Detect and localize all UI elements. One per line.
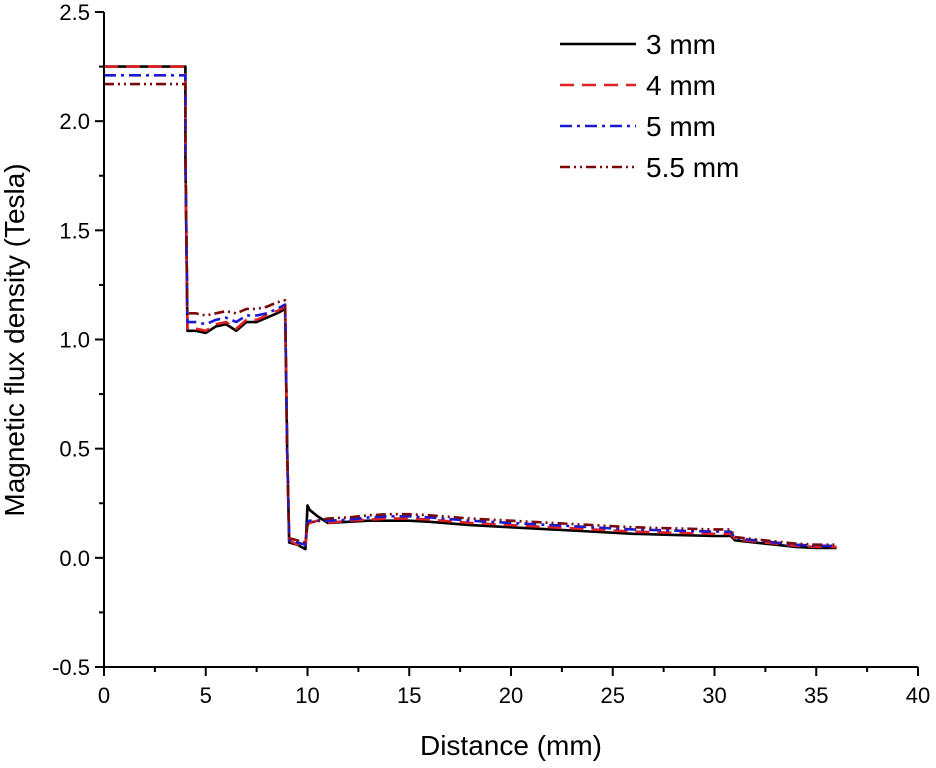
y-tick-label: 1.5	[59, 218, 90, 243]
x-axis-title: Distance (mm)	[420, 730, 602, 761]
series-layer	[104, 65, 837, 551]
y-tick-label: -0.5	[52, 655, 90, 680]
legend-label-2: 4 mm	[646, 70, 716, 101]
series-line-1	[104, 65, 837, 551]
x-tick-label: 10	[295, 683, 319, 708]
series-line-2	[104, 65, 837, 549]
x-tick-label: 5	[200, 683, 212, 708]
y-tick-label: 2.5	[59, 0, 90, 25]
y-tick-label: 1.0	[59, 328, 90, 353]
legend-label-1: 3 mm	[646, 29, 716, 60]
series-line-4	[104, 82, 837, 547]
x-tick-label: 40	[906, 683, 930, 708]
y-axis-title: Magnetic flux density (Tesla)	[0, 163, 30, 516]
x-tick-label: 20	[499, 683, 523, 708]
x-tick-label: 30	[702, 683, 726, 708]
x-tick-label: 0	[98, 683, 110, 708]
y-tick-label: 0.5	[59, 437, 90, 462]
legend-label-3: 5 mm	[646, 111, 716, 142]
series-line-3	[104, 74, 837, 548]
x-tick-label: 15	[397, 683, 421, 708]
legend-label-4: 5.5 mm	[646, 152, 739, 183]
x-tick-label: 25	[601, 683, 625, 708]
axes-layer: 0 5 10 15 20 25 30 35 40 -0.5 0.0 0.5 1.0 1.5 2.0 2.5	[52, 0, 930, 708]
y-tick-label: 2.0	[59, 109, 90, 134]
legend: 3 mm 4 mm 5 mm 5.5 mm	[560, 29, 739, 183]
x-tick-label: 35	[804, 683, 828, 708]
y-tick-label: 0.0	[59, 546, 90, 571]
